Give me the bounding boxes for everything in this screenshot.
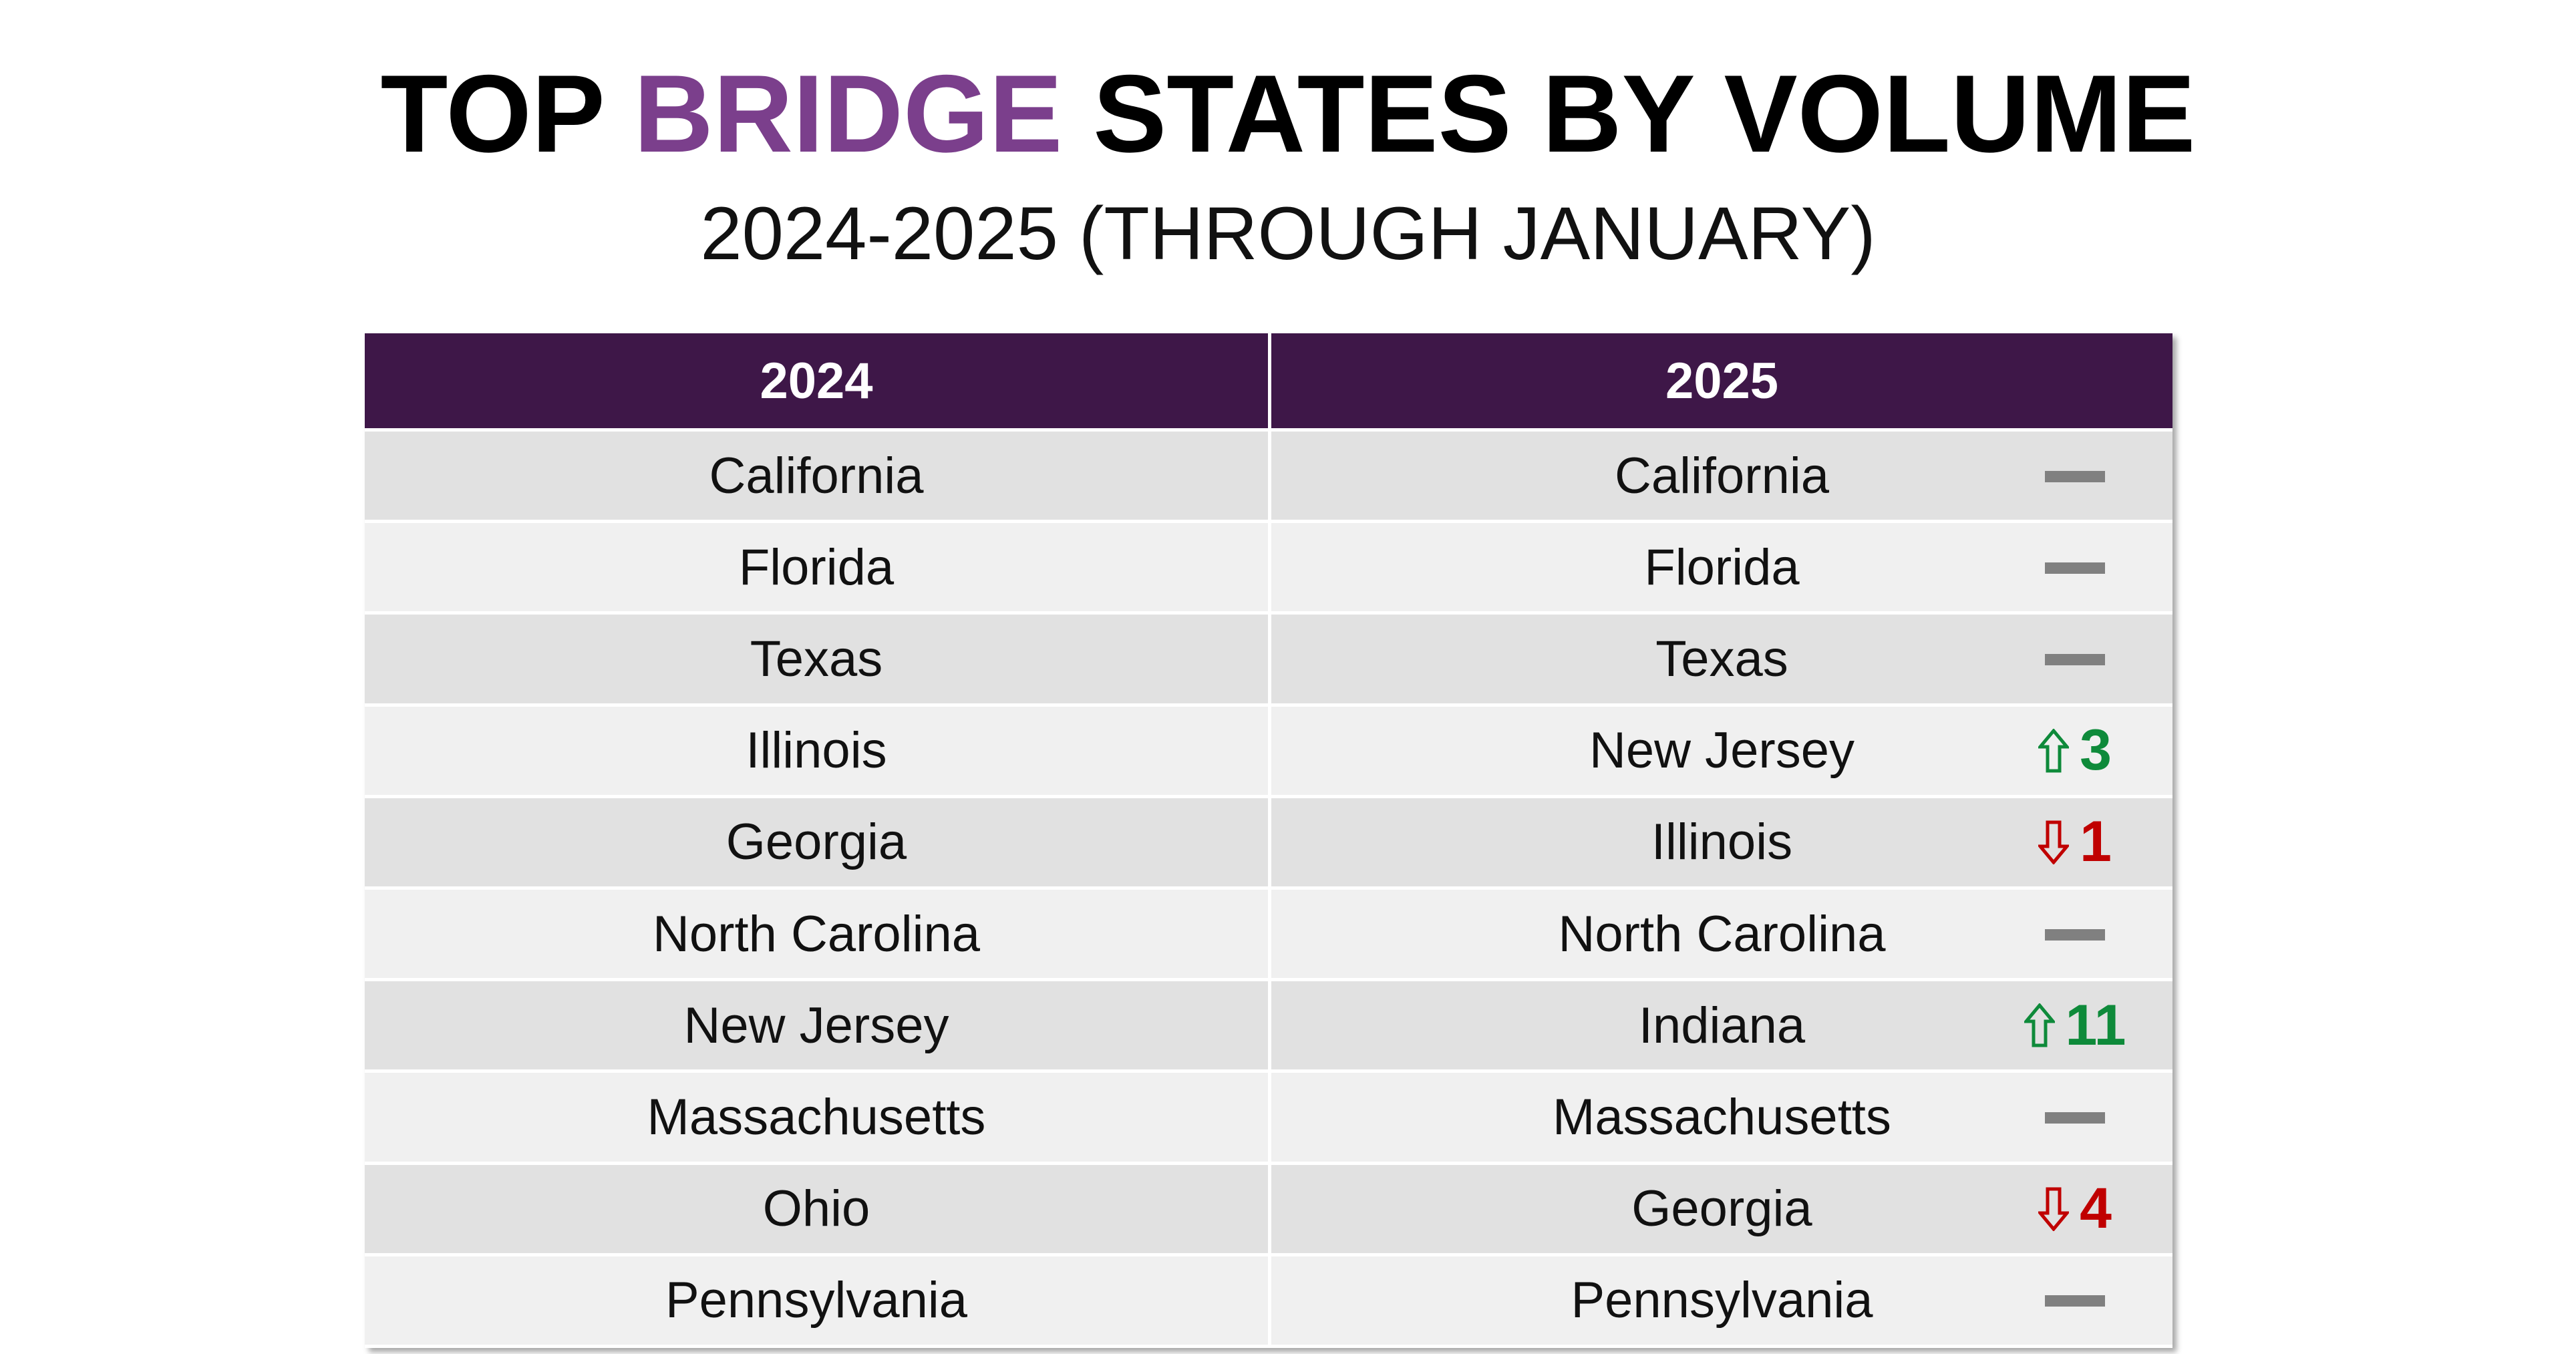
change-value: 1 [2080,810,2112,874]
state-cell: Florida [365,523,1268,612]
column-header: 2024 [365,333,1268,428]
title-part: BRIDGE [633,52,1063,175]
state-cell: New Jersey [1271,706,2172,795]
arrow-shape [2038,1187,2070,1231]
state-cell: Indiana [1271,981,2172,1070]
rank-change: 4 [1981,1165,2168,1253]
change-value: 4 [2080,1176,2112,1241]
arrow-up [2024,1003,2055,1047]
state-cell: Texas [1271,615,2172,703]
rank-change: 11 [1981,981,2168,1069]
title: TOP BRIDGE STATES BY VOLUME [0,47,2576,180]
rank-change: 3 [1981,707,2168,795]
state-cell: Pennsylvania [365,1256,1268,1345]
arrow-shape [2024,1003,2055,1047]
state-cell: Massachusetts [365,1073,1268,1162]
title-part: TOP [380,52,634,175]
state-cell: California [365,432,1268,520]
arrow-shape [2038,728,2070,773]
state-cell: Massachusetts [1271,1073,2172,1162]
rank-change: 1 [1981,798,2168,886]
arrow-down [2038,1187,2070,1231]
arrow-shape [2038,820,2070,864]
no-change-dash [2045,470,2105,482]
no-change-dash [2045,654,2105,665]
title-part: STATES BY VOLUME [1062,52,2196,175]
no-change-dash [2045,1112,2105,1124]
state-cell: Georgia [1271,1164,2172,1253]
state-cell: California [1271,432,2172,520]
state-cell: Florida [1271,523,2172,612]
table: 2024 2025 California California Florida Flori… [365,333,2172,1348]
state-cell: Illinois [1271,798,2172,886]
state-cell: Ohio [365,1164,1268,1253]
state-cell: Pennsylvania [1271,1256,2172,1345]
no-change-dash [2045,928,2105,941]
state-cell: New Jersey [365,981,1268,1070]
change-value: 3 [2080,718,2112,783]
state-cell: Georgia [365,798,1268,886]
arrow-up [2038,728,2070,773]
state-cell: North Carolina [365,890,1268,979]
no-change-dash [2045,1295,2105,1307]
state-cell: Texas [365,615,1268,703]
state-cell: Illinois [365,706,1268,795]
arrow-down [2038,820,2070,864]
change-value: 11 [2065,993,2126,1057]
state-cell: North Carolina [1271,890,2172,979]
subtitle: 2024-2025 (THROUGH JANUARY) [700,192,1876,275]
column-header: 2025 [1271,333,2172,428]
no-change-dash [2045,562,2105,574]
